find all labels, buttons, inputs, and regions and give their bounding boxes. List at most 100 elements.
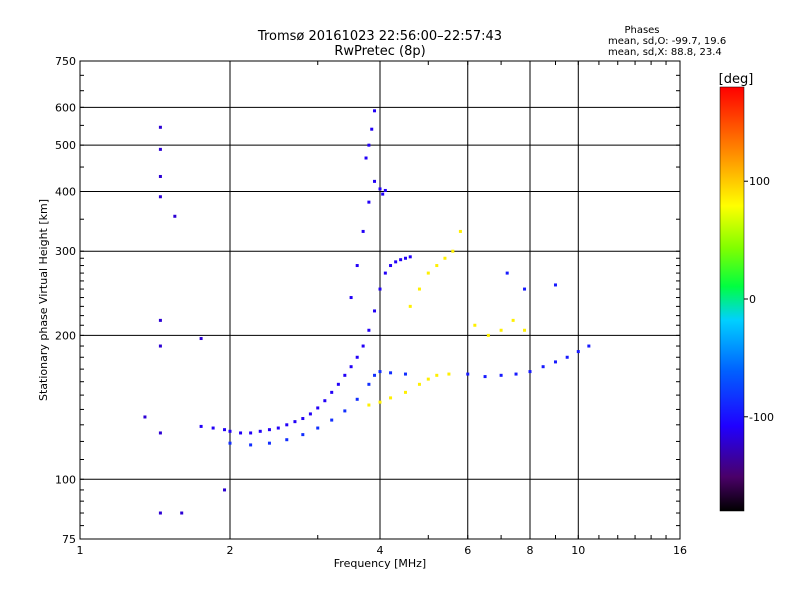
data-point [447,372,451,376]
data-point [301,417,305,421]
data-point [553,360,557,364]
data-point [514,372,518,376]
data-point [143,415,147,419]
data-point [158,174,162,178]
data-point [523,328,527,332]
data-point [417,382,421,386]
data-point [293,420,297,424]
data-point [523,287,527,291]
data-point [276,426,280,430]
data-point [367,328,371,332]
x-tick-label: 10 [571,544,585,557]
x-tick-label: 16 [673,544,687,557]
data-point [267,428,271,432]
data-point [367,200,371,204]
data-point [505,271,509,275]
colorbar-unit-label: [deg] [719,72,754,87]
data-point [435,264,439,268]
data-point [223,428,227,432]
data-point [553,283,557,287]
y-tick-label: 500 [55,139,76,152]
x-tick-label: 1 [77,544,84,557]
data-point [349,296,353,300]
grid-lines [80,61,680,539]
data-point [426,377,430,381]
data-point [301,433,305,437]
data-point [158,318,162,322]
data-point [370,127,374,131]
data-point [330,390,334,394]
data-point [158,125,162,129]
data-point [158,147,162,151]
data-point [249,431,253,435]
data-point [417,287,421,291]
data-point [378,187,382,191]
data-point [228,441,232,445]
data-point [211,426,215,430]
colorbar-ticks: 100 0 -100 [744,175,774,424]
data-point [511,318,515,322]
data-point [367,403,371,407]
colorbar-tick-label: 100 [749,175,770,188]
data-point [343,409,347,413]
x-tick-label: 4 [377,544,384,557]
data-point [373,309,377,313]
data-point [349,365,353,369]
y-axis-label: Stationary phase Virtual Height [km] [37,199,50,401]
data-point [364,156,368,160]
data-point [285,438,289,442]
data-point [180,511,184,515]
data-point [158,344,162,348]
data-point [199,337,203,341]
data-point [355,264,359,268]
data-point [336,382,340,386]
data-point [361,344,365,348]
data-point [499,328,503,332]
colorbar: [deg] 100 0 -100 [719,72,774,512]
phase-stats-heading: Phases [624,25,659,36]
data-point [367,143,371,147]
phase-stats-x-line: mean, sd,X: 88.8, 23.4 [608,47,722,58]
data-point [355,397,359,401]
data-point [403,390,407,394]
plot-area: 1 2 4 6 8 10 16 75 100 200 300 400 500 600 750 [55,55,687,557]
y-tick-label: 75 [62,533,76,546]
data-point [267,441,271,445]
data-point [383,188,387,192]
data-point [158,195,162,199]
data-point [426,271,430,275]
data-point [199,424,203,428]
data-point [173,214,177,218]
data-point [403,256,407,260]
data-point [483,375,487,379]
y-tick-label: 100 [55,473,76,486]
data-point [451,249,455,253]
data-point [158,431,162,435]
phase-stats-o-line: mean, sd,O: -99.7, 19.6 [608,36,726,47]
data-point [373,179,377,183]
data-point [228,429,232,433]
data-point [373,109,377,113]
data-point [343,373,347,377]
data-point [499,373,503,377]
data-point [394,260,398,264]
data-point [355,355,359,359]
data-point [473,323,477,327]
y-axis-ticks: 75 100 200 300 400 500 600 750 [55,55,680,546]
data-point [378,400,382,404]
chart-title: Tromsø 20161023 22:56:00–22:57:43 [257,29,502,44]
data-point [389,371,393,375]
data-point [367,382,371,386]
data-point [316,426,320,430]
colorbar-tick-label: -100 [749,411,774,424]
data-point [408,304,412,308]
data-point [435,373,439,377]
data-point [258,429,262,433]
x-axis-ticks: 1 2 4 6 8 10 16 [77,61,687,557]
data-point [308,412,312,416]
y-tick-label: 300 [55,245,76,258]
x-tick-label: 6 [464,544,471,557]
data-point [466,372,470,376]
